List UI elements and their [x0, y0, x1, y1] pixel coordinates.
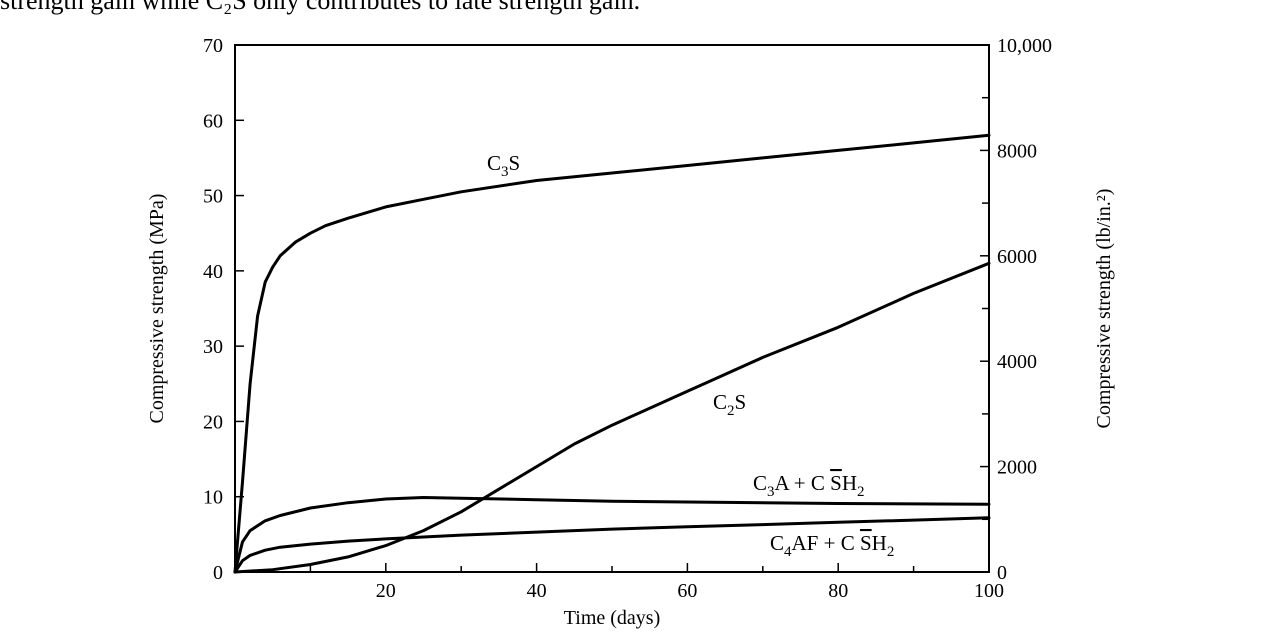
- label-text: S: [509, 151, 521, 175]
- y-tick-label: 70: [203, 35, 223, 57]
- y-tick-label: 10: [203, 487, 223, 509]
- y-right-tick-label: 0: [997, 562, 1007, 584]
- label-text: C: [713, 390, 727, 414]
- label-subscript: 2: [727, 403, 735, 419]
- x-tick-label: 80: [828, 580, 848, 602]
- y-tick-label: 60: [203, 110, 223, 132]
- label-text: H: [842, 471, 857, 495]
- c4af-curve: [233, 516, 991, 574]
- label-overbar-s: S: [830, 471, 842, 495]
- c2s-label: C2S: [713, 390, 746, 419]
- y-right-tick-label: 10,000: [997, 35, 1052, 57]
- label-overbar-s: S: [860, 531, 872, 555]
- label-text: C: [487, 151, 501, 175]
- c4af-label: C4AF + C SH2: [770, 531, 894, 560]
- y-tick-label: 20: [203, 411, 223, 433]
- c3s-label: C3S: [487, 151, 520, 180]
- y-right-tick-label: 6000: [997, 246, 1037, 268]
- curves-group: [233, 133, 991, 574]
- y-right-tick-label: 4000: [997, 351, 1037, 373]
- label-subscript: 2: [857, 484, 865, 500]
- x-tick-label: 100: [974, 580, 1004, 602]
- label-text: C: [753, 471, 767, 495]
- label-text: AF + C: [792, 531, 860, 555]
- x-tick-label: 40: [527, 580, 547, 602]
- y-tick-label: 0: [213, 562, 223, 584]
- y-right-axis-title: Compressive strength (lb/in.²): [1093, 189, 1115, 429]
- label-subscript: 3: [767, 484, 775, 500]
- label-text: C: [770, 531, 784, 555]
- c2s-curve: [233, 261, 991, 574]
- label-text: A + C: [775, 471, 831, 495]
- label-subscript: 4: [784, 544, 792, 560]
- c3a-curve: [233, 496, 991, 574]
- y-right-tick-label: 2000: [997, 457, 1037, 479]
- caption-text: strength gain while C₂S only contributes…: [0, 0, 641, 15]
- label-subscript: 3: [501, 164, 509, 180]
- label-subscript: 2: [887, 544, 895, 560]
- c3a-label: C3A + C SH2: [753, 471, 864, 500]
- plot-frame: [234, 44, 990, 573]
- label-text: H: [872, 531, 887, 555]
- x-tick-label: 60: [677, 580, 697, 602]
- c3s-curve: [233, 133, 991, 574]
- y-tick-label: 50: [203, 186, 223, 208]
- x-axis-title: Time (days): [564, 607, 660, 629]
- label-text: S: [735, 390, 747, 414]
- y-right-tick-label: 8000: [997, 140, 1037, 162]
- y-axis-title: Compressive strength (MPa): [146, 194, 168, 424]
- x-tick-label: 20: [376, 580, 396, 602]
- y-tick-label: 40: [203, 261, 223, 283]
- labels-group: Time (days) Compressive strength (MPa) Com…: [146, 151, 1115, 629]
- y-tick-label: 30: [203, 336, 223, 358]
- ticks-group: 0 10 20 30 40 50 60 70 0 2000 4000 6000 8000 10,000 20…: [203, 35, 1052, 602]
